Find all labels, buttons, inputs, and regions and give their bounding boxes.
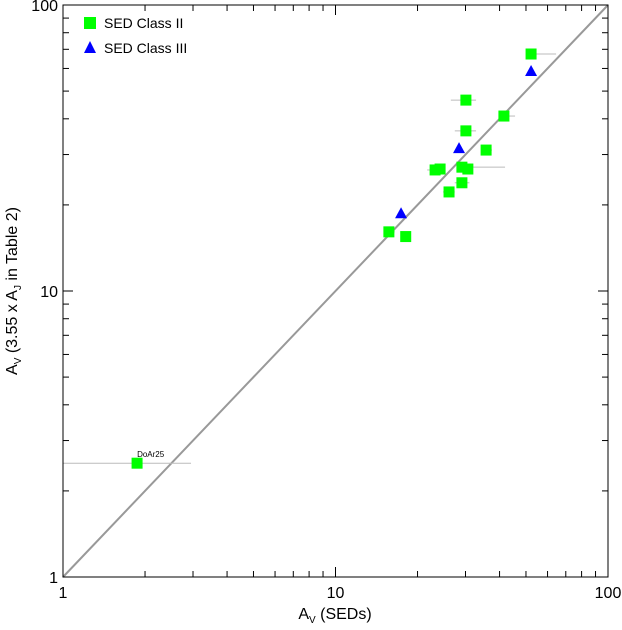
y-tick-label: 100	[31, 0, 58, 15]
legend-label-class2: SED Class II	[104, 15, 183, 31]
data-point-class2	[460, 94, 472, 106]
point-label: DoAr25	[137, 450, 165, 459]
tick-labels: 1 10 100 1 10 100	[31, 0, 621, 602]
legend-label-class3: SED Class III	[104, 40, 187, 56]
plot-frame	[62, 4, 609, 578]
data-point-class2	[480, 144, 492, 156]
legend-marker-class3	[84, 41, 96, 53]
axis-ticks	[62, 5, 608, 578]
data-points: DoAr25	[131, 48, 538, 469]
x-tick-label: 100	[595, 585, 622, 602]
data-point-class2	[434, 163, 446, 175]
legend-marker-class2	[84, 17, 96, 29]
y-tick-label: 10	[40, 284, 58, 301]
data-point-class2	[456, 177, 468, 189]
data-point-class2	[131, 457, 143, 469]
data-point-class2	[525, 48, 537, 60]
y-tick-label: 1	[49, 570, 58, 587]
data-point-class3	[395, 207, 408, 219]
data-point-class2	[460, 125, 472, 137]
data-point-class3	[453, 142, 466, 154]
data-point-class3	[525, 64, 538, 76]
x-tick-label: 10	[327, 585, 345, 602]
data-point-class2	[443, 186, 455, 198]
data-point-class2	[400, 231, 412, 243]
data-point-class2	[498, 110, 510, 122]
data-point-class2	[383, 226, 395, 238]
x-tick-label: 1	[59, 585, 68, 602]
legend: SED Class II SED Class III	[84, 15, 187, 56]
y-axis-label: AV (3.55 x AJ in Table 2)	[4, 207, 24, 375]
error-bars	[63, 53, 557, 464]
reference-line-y-equals-x	[62, 4, 609, 578]
data-point-class2	[462, 163, 474, 175]
x-axis-label: AV (SEDs)	[298, 606, 371, 625]
data-point-class2	[456, 161, 468, 173]
